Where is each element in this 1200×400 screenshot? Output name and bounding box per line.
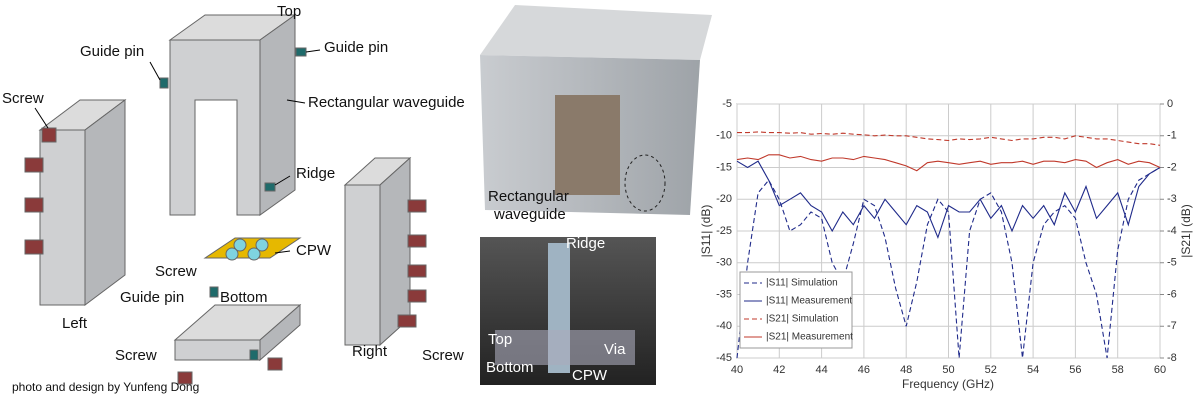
y2-tick-label: -5 — [1167, 257, 1177, 269]
label: Screw — [155, 263, 197, 280]
y-tick-label: -30 — [716, 257, 732, 269]
y-tick-label: -40 — [716, 320, 732, 332]
y-tick-label: -20 — [716, 193, 732, 205]
y2-tick-label: -1 — [1167, 130, 1177, 142]
x-tick-label: 52 — [985, 364, 997, 376]
label: Via — [604, 341, 626, 358]
y-tick-label: -10 — [716, 130, 732, 142]
x-tick-label: 56 — [1069, 364, 1081, 376]
y-axis-label: |S11| (dB) — [699, 205, 713, 258]
x-tick-label: 54 — [1027, 364, 1039, 376]
legend-label: |S11| Simulation — [766, 278, 838, 289]
chart: Frequency (GHz) |S11| (dB) |S21| (dB) 40… — [699, 98, 1193, 391]
x-tick-label: 48 — [900, 364, 912, 376]
label: Bottom — [486, 359, 534, 376]
y-tick-label: -5 — [722, 98, 732, 110]
y2-tick-label: -8 — [1167, 352, 1177, 364]
y2-tick-label: -2 — [1167, 161, 1177, 173]
series-line — [737, 131, 1161, 146]
x-tick-label: 58 — [1112, 364, 1124, 376]
x-tick-label: 60 — [1154, 364, 1166, 376]
label: Right — [352, 343, 388, 360]
label: Top — [277, 3, 301, 20]
x-tick-label: 42 — [773, 364, 785, 376]
label: waveguide — [493, 206, 566, 223]
y-tick-label: -35 — [716, 288, 732, 300]
label: Rectangular — [488, 188, 569, 205]
label: Top — [488, 331, 512, 348]
label: Guide pin — [80, 43, 144, 60]
y-tick-label: -45 — [716, 352, 732, 364]
label: CPW — [572, 367, 608, 384]
photos — [480, 5, 712, 385]
y2-tick-label: -6 — [1167, 288, 1177, 300]
series-line — [736, 154, 1161, 172]
cad-drawing — [24, 14, 427, 385]
label: Guide pin — [324, 39, 388, 56]
x-tick-label: 50 — [942, 364, 954, 376]
legend-label: |S21| Measurement — [766, 332, 853, 343]
label: Bottom — [220, 289, 268, 306]
label: CPW — [296, 242, 332, 259]
x-axis-label: Frequency (GHz) — [902, 377, 994, 391]
y-tick-label: -25 — [716, 225, 732, 237]
legend-label: |S11| Measurement — [766, 296, 852, 307]
x-tick-label: 44 — [815, 364, 827, 376]
y-tick-label: -15 — [716, 161, 732, 173]
y2-tick-label: -3 — [1167, 193, 1177, 205]
label: Ridge — [296, 165, 335, 182]
credit: photo and design by Yunfeng Dong — [12, 380, 199, 394]
label: Left — [62, 315, 88, 332]
x-tick-label: 40 — [731, 364, 743, 376]
label: Screw — [115, 347, 157, 364]
y2-tick-label: -4 — [1167, 225, 1177, 237]
label: Guide pin — [120, 289, 184, 306]
label: Screw — [422, 347, 464, 364]
label: Ridge — [566, 235, 605, 252]
series-line — [736, 160, 1161, 239]
y2-tick-label: -7 — [1167, 320, 1177, 332]
label: Rectangular waveguide — [308, 94, 465, 111]
legend-box — [739, 271, 853, 349]
series-line — [736, 167, 1161, 359]
label: Screw — [2, 90, 44, 107]
legend-label: |S21| Simulation — [766, 314, 838, 325]
y2-tick-label: 0 — [1167, 98, 1173, 110]
labels: Top Guide pin Guide pin Rectangular wave… — [2, 3, 626, 394]
x-tick-label: 46 — [858, 364, 870, 376]
y2-axis-label: |S21| (dB) — [1179, 204, 1193, 258]
